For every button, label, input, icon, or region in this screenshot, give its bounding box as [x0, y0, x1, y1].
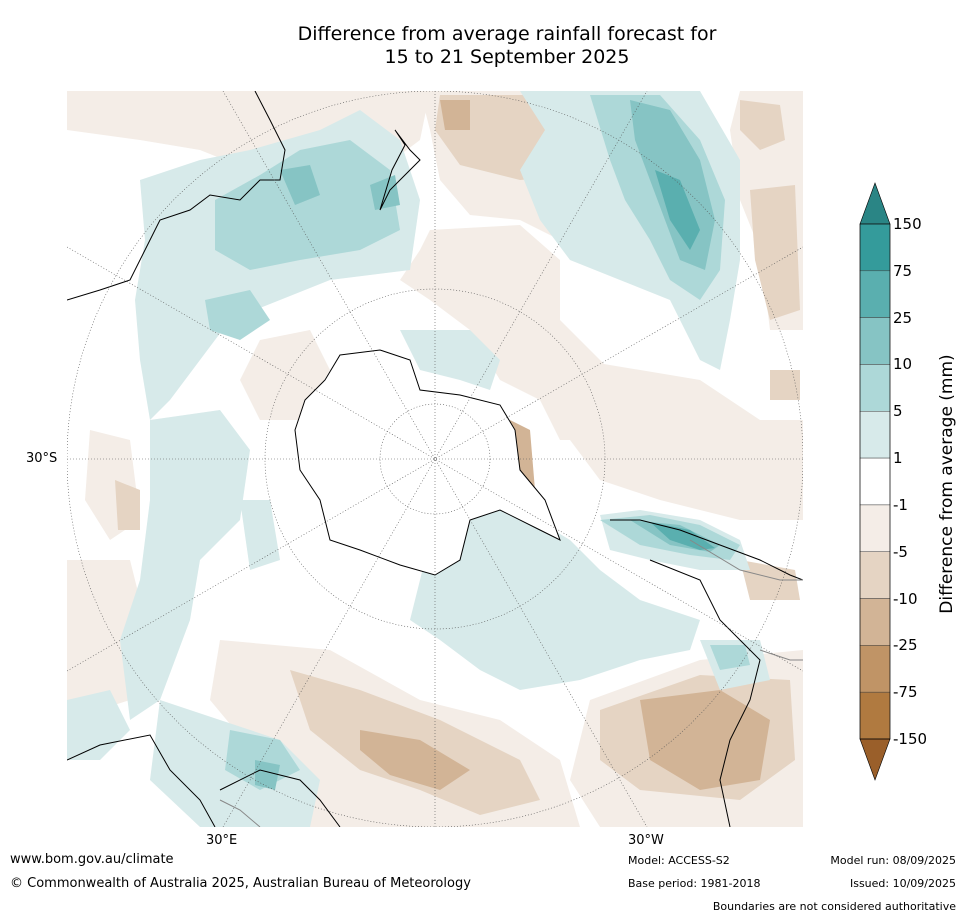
- anomaly-dry-strong: [360, 100, 770, 790]
- website-link[interactable]: www.bom.gov.au/climate: [10, 852, 174, 867]
- colorbar-bottom-arrow: [859, 738, 891, 781]
- colorbar-tick-label: 75: [893, 261, 913, 280]
- base-period-text: Base period: 1981-2018: [628, 877, 761, 890]
- model-run-text: Model run: 08/09/2025: [830, 854, 956, 867]
- colorbar-top-arrow: [859, 182, 891, 225]
- colorbar-tick-label: -10: [893, 589, 918, 608]
- colorbar-tick-label: -25: [893, 636, 918, 655]
- graticule: [67, 91, 803, 827]
- colorbar-segment: [859, 645, 891, 693]
- colorbar-tick-label: 10: [893, 355, 913, 374]
- model-text: Model: ACCESS-S2: [628, 854, 730, 867]
- colorbar-segment: [859, 364, 891, 412]
- colorbar-segment: [859, 270, 891, 318]
- colorbar-segment: [859, 691, 891, 740]
- country-borders: [219, 539, 803, 827]
- colorbar-segment: [859, 504, 891, 552]
- longitude-label-30e: 30°E: [206, 833, 238, 848]
- colorbar-tick-label: -150: [893, 730, 928, 748]
- colorbar-tick-label: 25: [893, 308, 913, 327]
- map-title-line2: 15 to 21 September 2025: [384, 46, 630, 68]
- antarctica-coastline: [294, 349, 561, 576]
- colorbar-frame: [859, 223, 891, 740]
- colorbar-segment: [859, 223, 891, 272]
- colorbar-segment: [859, 411, 891, 459]
- longitude-label-30w: 30°W: [628, 833, 664, 848]
- colorbar-tick-label: -1: [893, 495, 908, 514]
- anomaly-wet-very-strong: [650, 170, 715, 550]
- copyright-text: © Commonwealth of Australia 2025, Austra…: [10, 876, 471, 891]
- colorbar-segment: [859, 551, 891, 599]
- coastlines: [67, 91, 803, 827]
- colorbar-segment: [859, 457, 891, 506]
- colorbar-segments: [859, 223, 891, 740]
- colorbar: [859, 182, 891, 781]
- map-title-line1: Difference from average rainfall forecas…: [297, 23, 717, 45]
- colorbar-title: Difference from average (mm): [937, 354, 957, 614]
- colorbar-segment: [859, 317, 891, 365]
- colorbar-tick-label: 5: [893, 402, 903, 421]
- issued-text: Issued: 10/09/2025: [849, 877, 956, 890]
- colorbar-segment: [859, 598, 891, 646]
- colorbar-tick-label: 150: [893, 215, 922, 233]
- map-area: [67, 91, 803, 827]
- disclaimer-text: Boundaries are not considered authoritat…: [712, 900, 956, 913]
- colorbar-tick-label: -5: [893, 542, 908, 561]
- latitude-label-30s: 30°S: [26, 451, 58, 466]
- colorbar-tick-label: -75: [893, 683, 918, 702]
- colorbar-tick-label: 1: [893, 449, 903, 468]
